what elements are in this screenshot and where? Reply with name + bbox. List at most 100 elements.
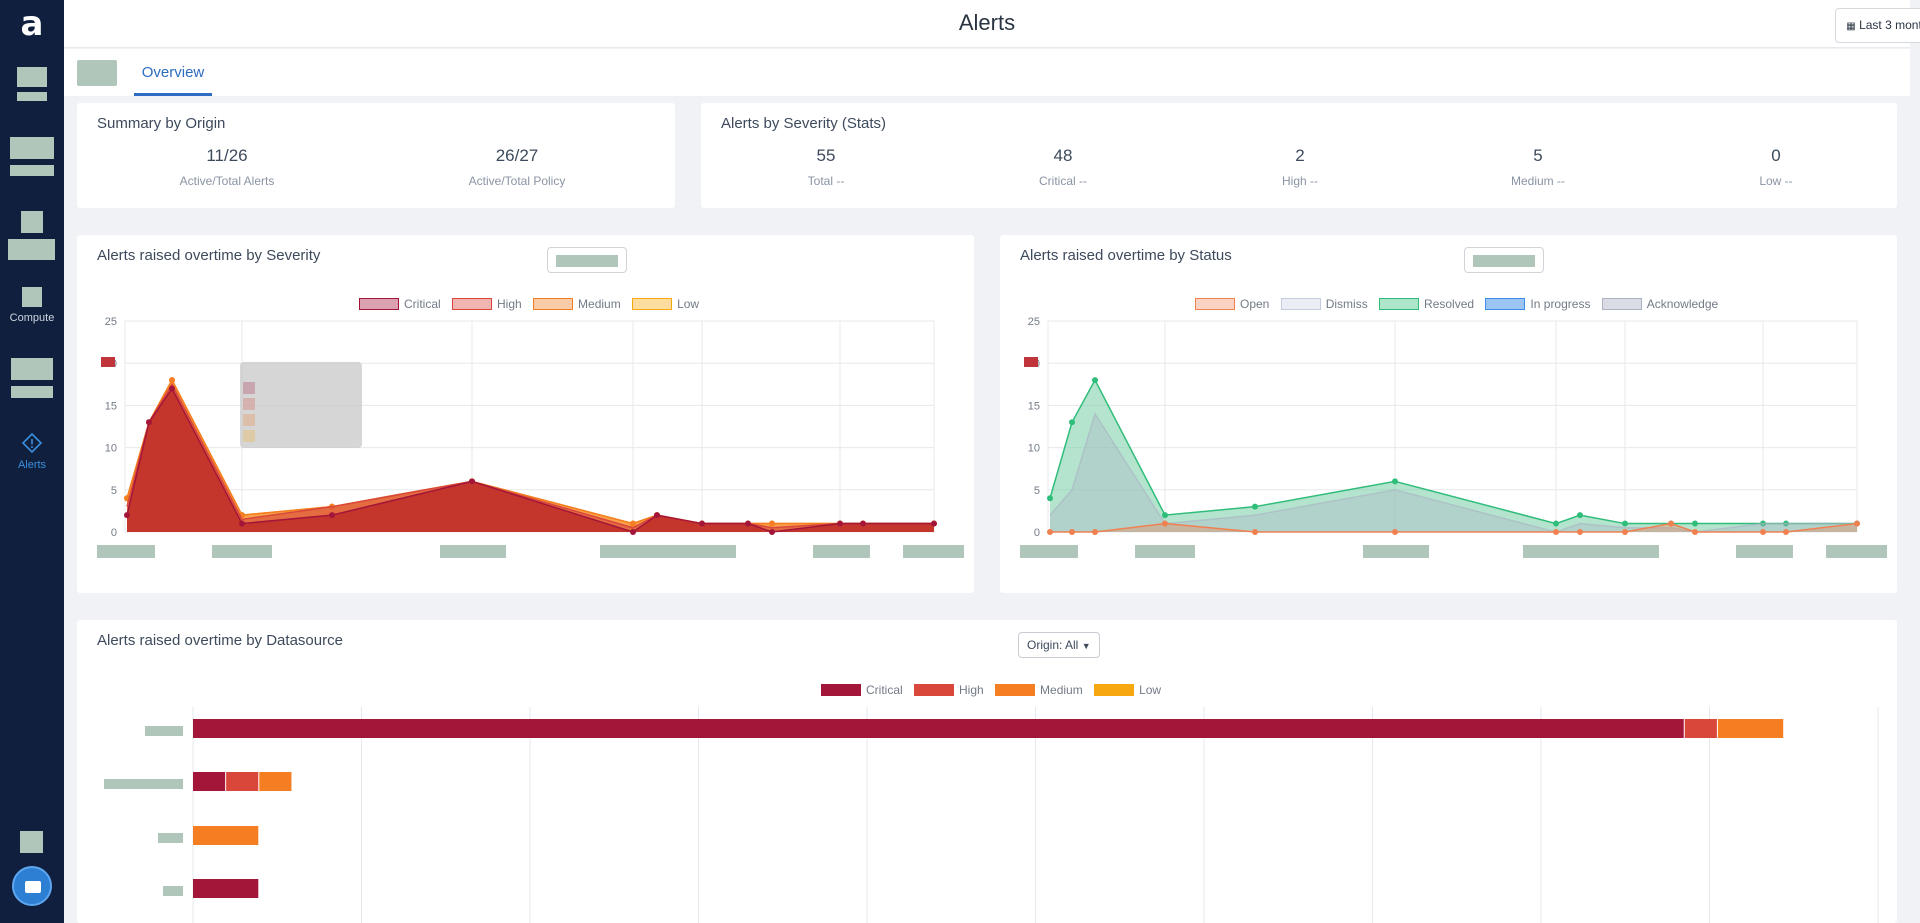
legend-item[interactable]: Low — [1094, 683, 1161, 697]
x-tick-label-placeholder — [212, 545, 272, 558]
tab-overview[interactable]: Overview — [134, 61, 212, 96]
data-point — [699, 520, 705, 527]
series-line — [1049, 378, 1857, 525]
card-title: Alerts by Severity (Stats) — [721, 115, 887, 132]
legend-item[interactable]: Critical — [359, 297, 441, 311]
severity-chart-card: Alerts raised overtime by Severity Criti… — [77, 235, 974, 593]
data-point — [124, 512, 130, 519]
bar-segment — [226, 772, 259, 791]
chart-title: Alerts raised overtime by Severity — [97, 247, 321, 264]
legend-item[interactable]: Low — [632, 297, 699, 311]
chart-toggle[interactable] — [547, 247, 627, 273]
x-tick-label-placeholder — [600, 545, 736, 558]
stat-value: 0 — [1771, 146, 1781, 165]
data-point — [1252, 503, 1258, 510]
bar-segment — [193, 879, 259, 898]
chevron-down-icon: ▼ — [1081, 641, 1091, 651]
compute-icon[interactable] — [22, 287, 42, 307]
card-title: Summary by Origin — [97, 115, 226, 132]
sidebar-icon-placeholder[interactable] — [17, 67, 47, 87]
origin-select[interactable]: Origin: All ▼ — [1018, 632, 1100, 658]
legend-label: Open — [1240, 297, 1270, 311]
legend-item[interactable]: Resolved — [1379, 297, 1474, 311]
date-range-dropdown[interactable]: ▦ Last 3 months ▼ — [1835, 8, 1920, 43]
legend-label: Medium — [578, 297, 621, 311]
stat-active-total-alerts: 11/26 Active/Total Alerts — [147, 146, 307, 188]
sidebar-icon-placeholder[interactable] — [21, 211, 43, 233]
x-tick-label-placeholder — [1363, 545, 1429, 558]
data-point — [1047, 495, 1053, 502]
app-logo[interactable]: a — [20, 4, 44, 44]
sidebar-icon-placeholder[interactable] — [20, 831, 43, 853]
legend-item[interactable]: Critical — [821, 683, 903, 697]
data-point — [1668, 520, 1674, 527]
data-point — [1692, 529, 1698, 535]
y-axis-title-marker — [1024, 357, 1038, 367]
data-point — [860, 520, 866, 527]
data-point — [1622, 520, 1628, 527]
legend-label: Critical — [404, 297, 441, 311]
alert-icon[interactable] — [22, 433, 42, 453]
x-tick-label-placeholder — [97, 545, 155, 558]
data-point — [1047, 529, 1053, 535]
legend-item[interactable]: Dismiss — [1280, 297, 1368, 311]
chart-title: Alerts raised overtime by Datasource — [97, 632, 343, 649]
stat-label: Total -- — [807, 174, 845, 188]
sidebar-icon-placeholder[interactable] — [11, 358, 53, 380]
datasource-bar-chart — [104, 707, 1879, 923]
data-point — [329, 512, 335, 519]
stat-label: Low -- — [1759, 174, 1793, 188]
y-axis-title-marker — [101, 357, 115, 367]
data-point — [1162, 512, 1168, 519]
data-point — [146, 419, 152, 426]
y-tick-label: 10 — [105, 443, 117, 455]
x-tick-label-placeholder — [1523, 545, 1659, 558]
chart-toggle[interactable] — [1464, 247, 1544, 273]
stat-label: Critical -- — [1039, 174, 1087, 188]
category-label-placeholder — [163, 886, 183, 896]
legend-label: Low — [1139, 683, 1162, 697]
tooltip-swatch — [243, 430, 255, 442]
legend-label: Dismiss — [1325, 297, 1368, 311]
y-tick-label: 25 — [105, 316, 117, 328]
legend-item[interactable]: Medium — [995, 683, 1083, 697]
stat-low: 0 Low -- — [1716, 146, 1836, 188]
summary-by-origin-card: Summary by Origin 11/26 Active/Total Ale… — [77, 103, 675, 208]
chat-button[interactable] — [12, 866, 52, 906]
status-chart-card: Alerts raised overtime by Status Open Di… — [1000, 235, 1897, 593]
stat-active-total-policy: 26/27 Active/Total Policy — [437, 146, 597, 188]
tooltip — [240, 362, 362, 448]
data-point — [1392, 478, 1398, 485]
stat-total: 55 Total -- — [766, 146, 886, 188]
sidebar-label-placeholder — [8, 239, 55, 260]
tab-placeholder[interactable] — [77, 60, 117, 86]
legend-item[interactable]: In progress — [1485, 297, 1590, 311]
data-point — [1553, 520, 1559, 527]
y-tick-label: 15 — [1028, 400, 1040, 412]
legend-item[interactable]: Open — [1195, 297, 1269, 311]
severity-line-chart: 2520151050 — [97, 316, 964, 558]
data-point — [837, 520, 843, 527]
top-bar: Alerts ▦ Last 3 months ▼ — [64, 0, 1920, 48]
data-point — [630, 529, 636, 535]
legend-item[interactable]: High — [914, 683, 984, 697]
legend-item[interactable]: Acknowledge — [1601, 297, 1718, 311]
legend-item[interactable]: Medium — [533, 297, 621, 311]
x-tick-label-placeholder — [1736, 545, 1793, 558]
sidebar-item-compute[interactable]: Compute — [9, 312, 55, 324]
category-label-placeholder — [104, 779, 183, 789]
data-point — [1252, 529, 1258, 535]
series-line — [1049, 412, 1857, 533]
sidebar-item-alerts[interactable]: Alerts — [17, 459, 47, 471]
legend-label: High — [497, 297, 522, 311]
sidebar-icon-placeholder[interactable] — [10, 137, 54, 159]
tooltip-swatch — [243, 382, 255, 394]
series-line — [1050, 522, 1858, 533]
bar-segment — [193, 772, 226, 791]
y-tick-label: 10 — [1028, 443, 1040, 455]
legend-item[interactable]: High — [452, 297, 522, 311]
chart-legend: Critical High Medium Low — [359, 297, 707, 311]
tooltip-swatch — [243, 414, 255, 426]
data-point — [1092, 529, 1098, 535]
data-point — [239, 520, 245, 527]
